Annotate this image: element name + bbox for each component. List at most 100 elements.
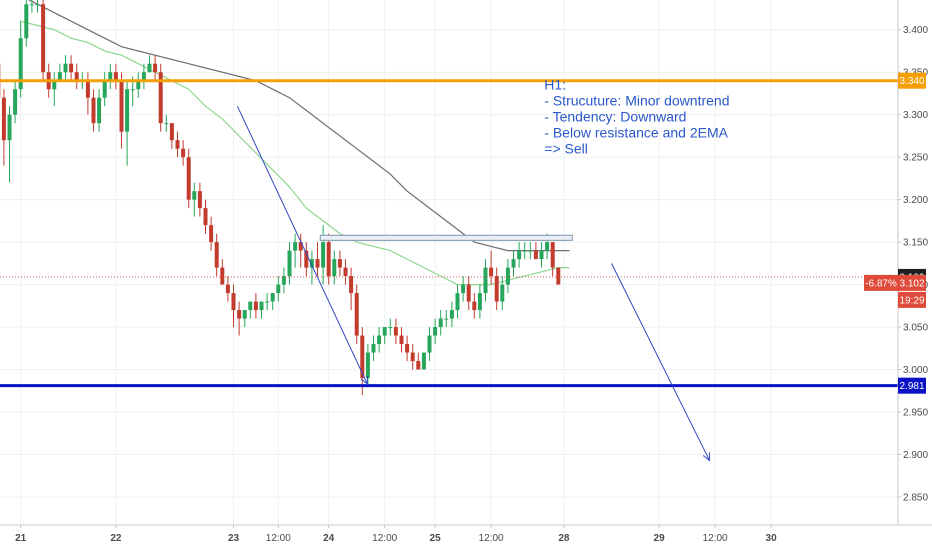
price-tick-label: 3.300 [903,110,928,121]
candle [416,352,421,370]
candle [528,242,533,260]
candle [74,63,79,90]
candle [214,233,219,277]
candle [477,284,482,319]
candle [483,259,488,302]
candle [225,276,230,302]
candle-body [270,293,275,302]
candle [365,344,370,387]
time-tick-label: 12:00 [479,533,504,544]
candle-body [511,259,516,268]
candle-body [433,327,438,336]
time-tick-label: 25 [430,533,442,544]
candle [337,250,342,277]
candle [113,63,118,90]
candle-body [29,4,34,6]
candle [399,327,404,353]
candle-body [108,72,113,81]
candle [169,123,174,149]
candle [444,310,449,328]
trend-arrow[interactable] [611,263,710,461]
candle [175,131,180,158]
candle [360,327,365,396]
time-axis-bg [0,525,932,550]
time-axis[interactable]: 21 22 23 12:00 24 12:00 25 12:00 28 29 12:00 30 [0,524,932,550]
candle-body [253,301,258,311]
countdown-tag-bg [898,291,926,308]
candle [388,318,393,336]
candle-body [130,89,135,91]
candle-body [449,310,454,319]
candle-body [85,80,90,98]
candle-body [298,242,303,251]
candle [147,55,152,73]
candle [517,242,522,268]
candle-body [382,327,387,336]
candle-body [472,301,477,311]
candle [181,140,186,166]
price-axis[interactable]: 3.4003.3503.3003.2503.2003.1503.1003.050… [864,0,932,525]
countdown-tag: 19:29 [898,291,926,308]
price-tick-label: 3.000 [903,365,928,376]
candle-body [505,267,510,285]
candle-body [438,318,443,328]
candle-body [175,140,180,149]
arrow-head [702,452,711,462]
analysis-line: H1: [544,76,566,92]
candle-body [1,97,6,141]
candle [18,21,23,98]
candle [405,335,410,362]
candles [0,0,561,396]
candle-body [528,250,533,252]
candle-body [52,80,57,90]
candle [522,242,527,260]
trend-arrow[interactable] [236,105,368,385]
candle [1,89,6,166]
candle [556,267,561,285]
arrow-head [360,375,368,386]
candle-body [220,267,225,285]
price-tick-label: 3.050 [903,323,928,334]
candle [343,259,348,285]
candle [24,0,29,47]
analysis-line: - Tendency: Downward [544,108,686,124]
candle [427,327,432,362]
candle [91,89,96,132]
candle [315,242,320,277]
time-tick-label: 28 [558,533,570,544]
candle-body [410,352,415,362]
candle [69,55,74,81]
candle [500,276,505,311]
candle-body [304,250,309,268]
candle-body [354,293,359,336]
candle-body [556,267,561,285]
candle [377,327,382,353]
candle-body [461,284,466,294]
candle-body [276,284,281,294]
candle [304,242,309,277]
resistance-zone[interactable] [319,234,573,242]
current-price-tag: 3.102 [898,274,926,291]
candle-body [349,276,354,294]
current-price-tag-bg [898,274,926,291]
candle [97,89,102,132]
candle-body [35,4,40,6]
time-tick-label: 30 [766,533,778,544]
candle-body [91,97,96,124]
candle [309,250,314,285]
candle-body [545,242,550,251]
candle-body [164,123,169,125]
candle-body [444,318,449,320]
analysis-note: H1:- Strucuture: Minor downtrend- Tenden… [544,76,729,156]
candle [220,259,225,285]
candle [455,284,460,319]
ema-slow-line [27,0,570,252]
candle [281,267,286,294]
candle-body [489,267,494,277]
candle-body [24,4,29,39]
time-tick-label: 22 [110,533,122,544]
candle-body [281,276,286,285]
candle-body [388,327,393,329]
time-tick-label: 12:00 [703,533,728,544]
